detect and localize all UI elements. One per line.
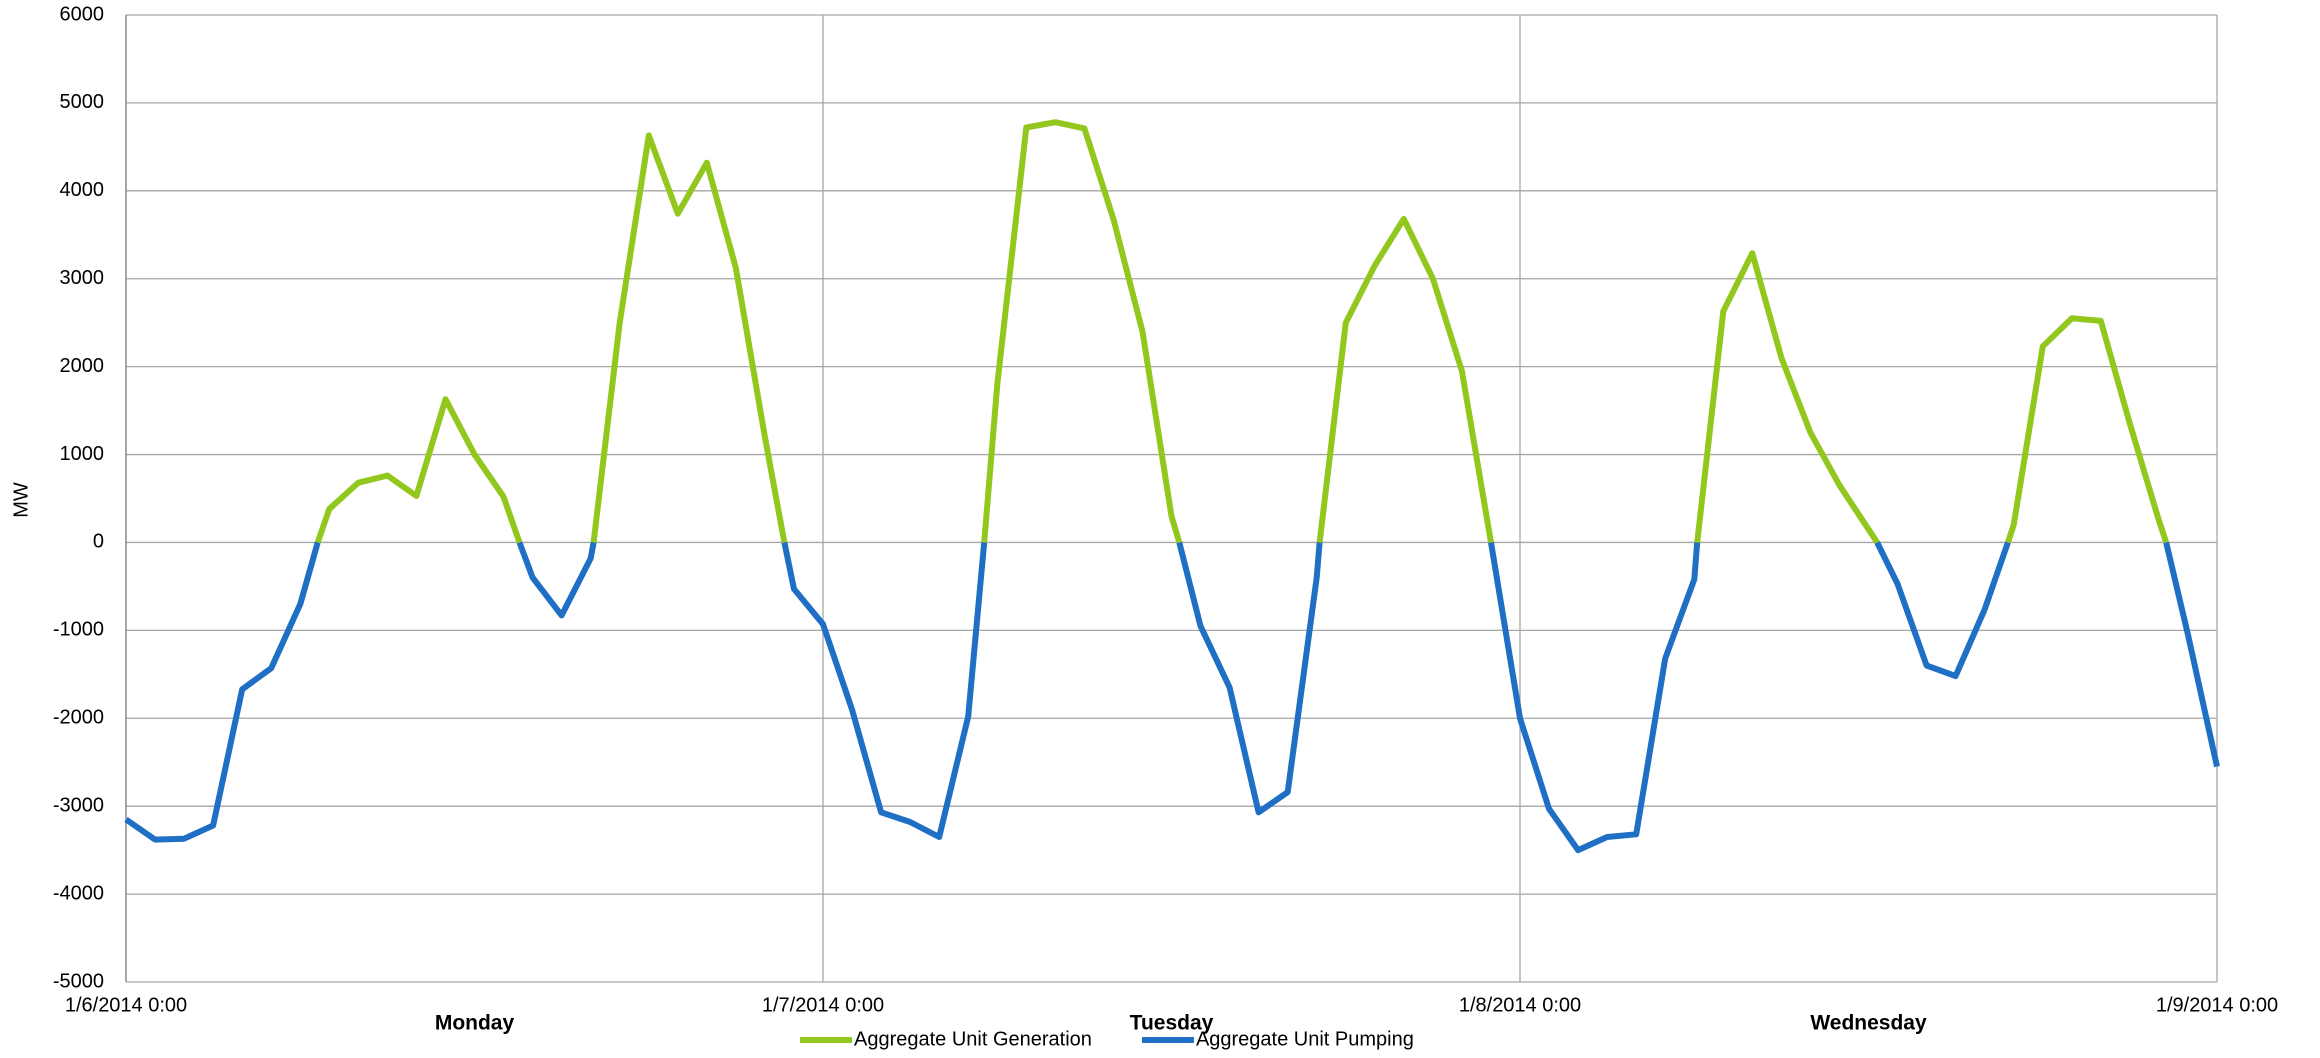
- y-tick-label: -5000: [53, 970, 104, 992]
- day-label: Tuesday: [1130, 1012, 1214, 1035]
- legend-label: Aggregate Unit Pumping: [1196, 1028, 1414, 1050]
- x-tick-label: 1/9/2014 0:00: [2156, 994, 2278, 1016]
- y-axis-label: MW: [10, 482, 32, 518]
- day-label: Monday: [435, 1012, 515, 1035]
- x-tick-label: 1/6/2014 0:00: [65, 994, 187, 1016]
- series-line: [124, 541, 2220, 854]
- y-tick-label: -4000: [53, 882, 104, 904]
- y-tick-label: 5000: [60, 91, 105, 113]
- y-tick-label: -2000: [53, 707, 104, 729]
- series-line: [314, 119, 2170, 545]
- y-tick-label: 1000: [60, 443, 105, 465]
- legend-label: Aggregate Unit Generation: [854, 1028, 1092, 1050]
- day-label: Wednesday: [1810, 1012, 1927, 1035]
- y-tick-label: -1000: [53, 619, 104, 641]
- y-tick-label: 4000: [60, 179, 105, 201]
- x-tick-label: 1/7/2014 0:00: [762, 994, 884, 1016]
- y-tick-label: 2000: [60, 355, 105, 377]
- y-tick-label: -3000: [53, 794, 104, 816]
- x-tick-label: 1/8/2014 0:00: [1459, 994, 1581, 1016]
- y-tick-label: 0: [93, 531, 104, 553]
- y-tick-label: 3000: [60, 267, 105, 289]
- y-tick-label: 6000: [60, 3, 105, 25]
